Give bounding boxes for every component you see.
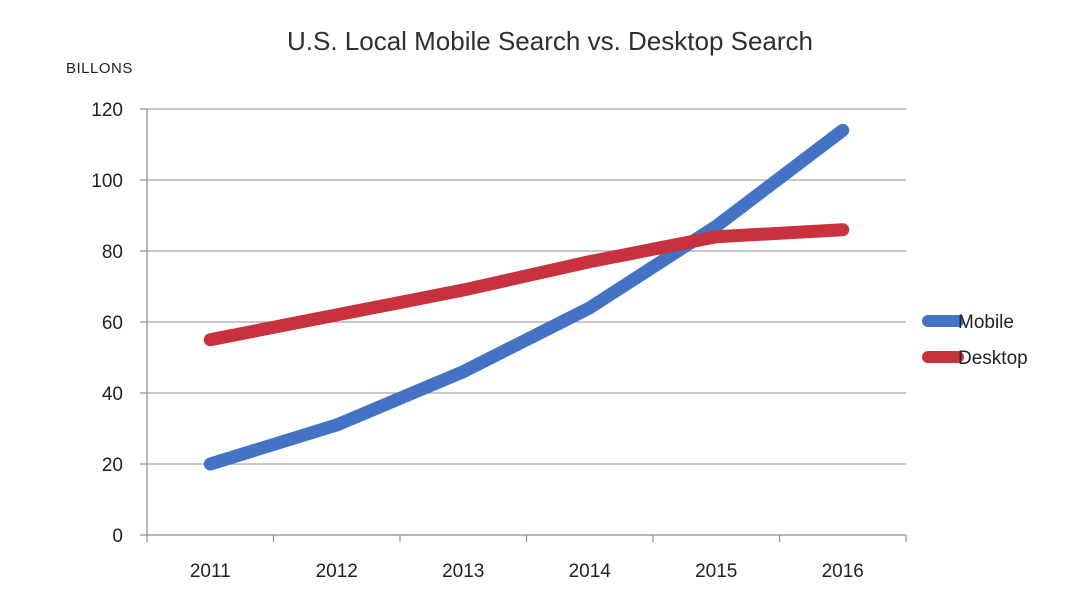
y-tick-label-40: 40: [102, 384, 123, 405]
y-tick-label-100: 100: [91, 171, 123, 192]
legend: Mobile Desktop: [922, 312, 1028, 369]
y-tick-labels: 0 20 40 60 80 100 120: [91, 100, 123, 547]
legend-label-desktop: Desktop: [958, 348, 1028, 369]
x-tick-label-2015: 2015: [695, 561, 737, 582]
series-line-mobile: [203, 123, 850, 471]
x-tick-label-2016: 2016: [822, 561, 864, 582]
y-axis-unit-label: BILLONS: [66, 60, 133, 77]
y-tick-label-0: 0: [112, 526, 123, 547]
x-tick-label-2011: 2011: [190, 561, 231, 582]
y-tick-label-120: 120: [91, 100, 123, 121]
chart-title: U.S. Local Mobile Search vs. Desktop Sea…: [286, 26, 814, 56]
x-tick-label-2012: 2012: [316, 561, 358, 582]
series-line-desktop: [203, 223, 850, 347]
legend-label-mobile: Mobile: [958, 312, 1014, 333]
x-tick-label-2014: 2014: [569, 561, 612, 582]
x-tick-label-2013: 2013: [442, 561, 484, 582]
y-tick-label-20: 20: [102, 455, 123, 476]
series-lines: [203, 123, 850, 471]
x-tick-labels: 2011 2012 2013 2014 2015 2016: [190, 561, 864, 582]
y-tick-label-80: 80: [102, 242, 123, 263]
y-tick-label-60: 60: [102, 313, 123, 334]
gridlines: [147, 108, 906, 465]
axes: [140, 108, 907, 542]
